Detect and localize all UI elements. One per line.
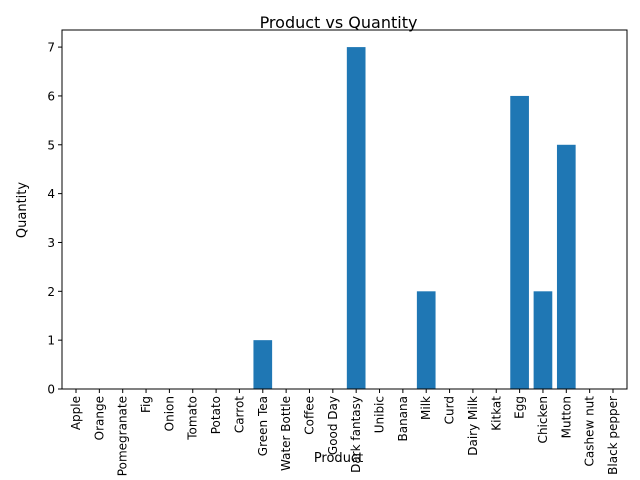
x-tick-label: Dark fantasy: [349, 396, 363, 473]
bar-dark-fantasy: [346, 47, 366, 389]
x-tick-label: Tomato: [186, 396, 200, 441]
y-tick-label: 6: [47, 89, 55, 103]
x-tick-label: Cashew nut: [583, 396, 597, 467]
bars-group: [253, 47, 576, 389]
bar-chicken: [533, 291, 553, 389]
x-tick-label: Black pepper: [606, 396, 620, 475]
x-tick-label: Mutton: [559, 396, 573, 438]
x-tick-label: Green Tea: [256, 396, 270, 456]
y-tick-label: 3: [47, 236, 55, 250]
x-tick-label: Carrot: [232, 396, 246, 433]
x-tick-label: Curd: [443, 396, 457, 424]
y-tick-label: 1: [47, 334, 55, 348]
bar-egg: [510, 95, 529, 389]
y-tick-label: 0: [47, 383, 55, 397]
x-tick-label: Potato: [209, 396, 223, 434]
y-axis-label: Quantity: [15, 182, 30, 238]
x-tick-label: Onion: [162, 396, 176, 431]
x-tick-label: Kitkat: [489, 396, 503, 431]
x-tick-label: Apple: [69, 396, 83, 430]
x-axis-label: Product: [314, 451, 363, 466]
x-tick-label: Orange: [92, 396, 106, 440]
x-tick-label: Milk: [419, 396, 433, 420]
x-tick-label: Banana: [396, 396, 410, 442]
x-tick-label: Unibic: [373, 396, 387, 433]
x-tick-label: Egg: [513, 396, 527, 419]
y-tick-label: 7: [47, 41, 55, 55]
bar-milk: [416, 291, 436, 389]
y-tick-label: 2: [47, 285, 55, 299]
x-tick-label: Good Day: [326, 396, 340, 455]
chart-title: Product vs Quantity: [260, 13, 418, 32]
bar-green-tea: [253, 340, 273, 389]
plot-frame: [61, 29, 628, 390]
y-axis-ticks: 0 1 2 3 4 5 6 7: [47, 41, 62, 397]
x-tick-label: Coffee: [302, 396, 316, 435]
x-tick-label: Dairy Milk: [466, 396, 480, 456]
y-tick-label: 5: [47, 138, 55, 152]
x-tick-label: Fig: [139, 396, 153, 413]
bar-mutton: [556, 144, 576, 389]
x-tick-label: Pomegranate: [116, 396, 130, 476]
x-axis-ticks: Apple Orange Pomegranate Fig Onion Tomato Pota…: [69, 389, 620, 476]
x-tick-label: Chicken: [536, 396, 550, 443]
y-tick-label: 4: [47, 187, 55, 201]
x-tick-label: Water Bottle: [279, 396, 293, 471]
